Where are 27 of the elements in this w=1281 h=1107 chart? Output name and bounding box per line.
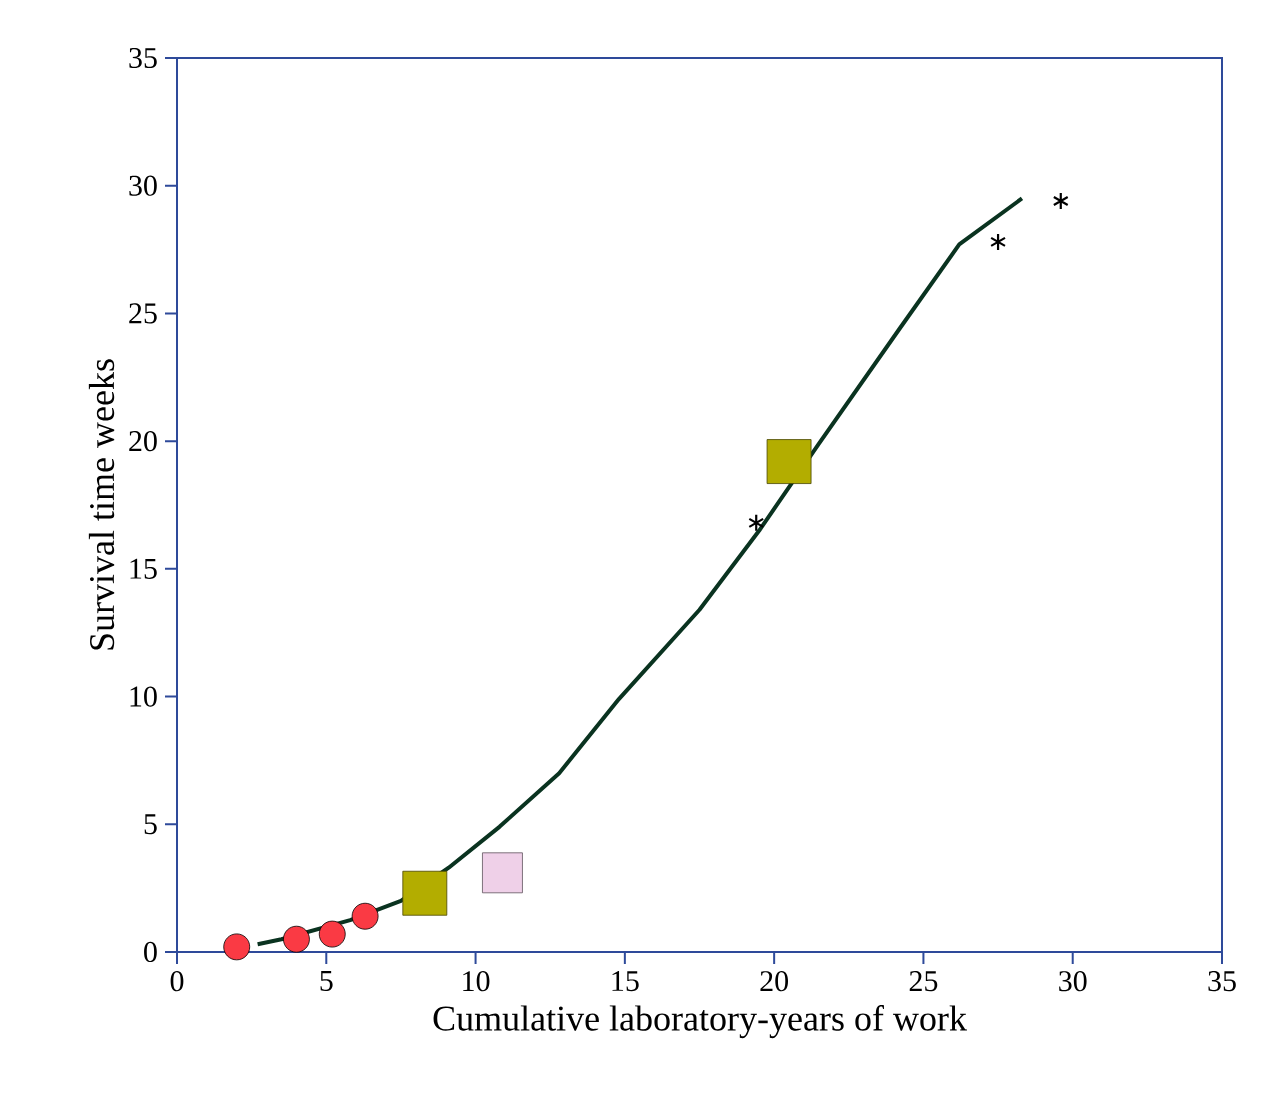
x-tick-label: 0 bbox=[170, 971, 184, 992]
y-tick-label: 10 bbox=[130, 686, 157, 707]
point bbox=[990, 232, 1007, 251]
y-tick-label: 35 bbox=[129, 47, 157, 69]
y-tick-label: 0 bbox=[144, 941, 157, 963]
x-tick-label: 20 bbox=[760, 971, 789, 992]
point bbox=[223, 933, 251, 961]
y-tick-label: 5 bbox=[144, 814, 157, 835]
x-tick-label: 10 bbox=[463, 971, 490, 992]
x-tick-label: 15 bbox=[612, 971, 639, 992]
x-tick-label: 5 bbox=[320, 971, 333, 991]
point bbox=[283, 925, 310, 953]
x-axis-title: Cumulative laboratory-years of work bbox=[433, 1005, 967, 1039]
point bbox=[318, 920, 346, 948]
point bbox=[351, 902, 379, 930]
point bbox=[748, 513, 765, 532]
y-tick-label: 15 bbox=[130, 558, 157, 579]
y-tick-label: 20 bbox=[129, 431, 157, 452]
x-tick-label: 30 bbox=[1059, 971, 1087, 992]
x-tick-label: 35 bbox=[1208, 971, 1236, 992]
y-tick-label: 25 bbox=[129, 303, 157, 324]
point bbox=[1052, 191, 1069, 211]
x-tick-label: 25 bbox=[909, 971, 938, 992]
y-tick-label: 30 bbox=[129, 175, 157, 196]
point bbox=[766, 439, 812, 484]
point bbox=[402, 870, 448, 916]
y-axis-title: Survival time weeks bbox=[88, 359, 115, 650]
